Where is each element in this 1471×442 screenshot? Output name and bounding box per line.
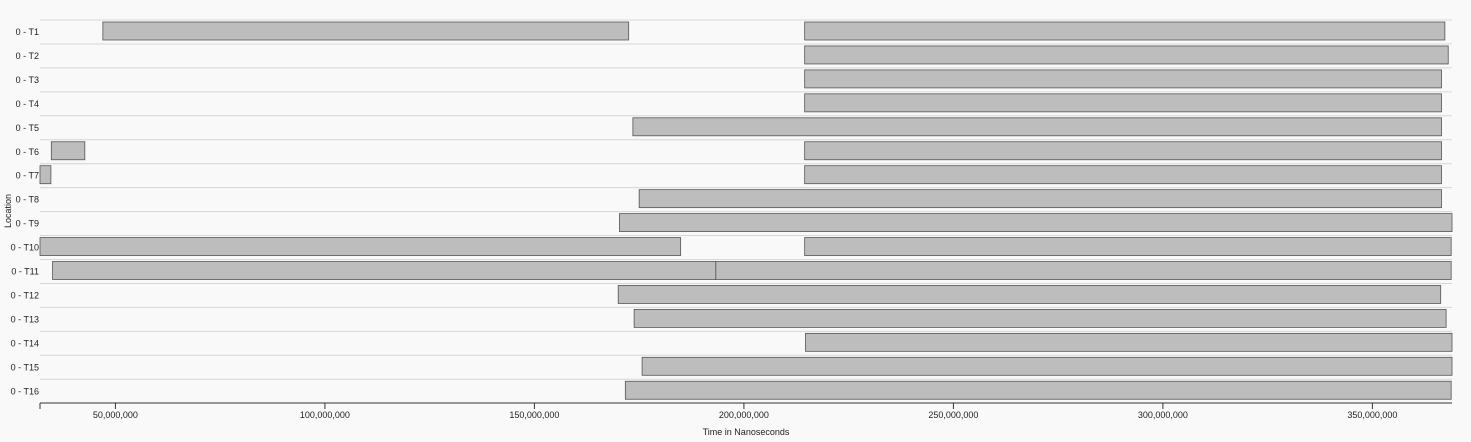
- timeline-row: 0 - T3: [16, 67, 1452, 89]
- timeline-bar[interactable]: [715, 261, 1452, 280]
- y-axis-title: Location: [3, 194, 13, 228]
- timeline-bar[interactable]: [52, 261, 717, 280]
- timeline-bar[interactable]: [39, 237, 682, 256]
- timeline-bar[interactable]: [804, 69, 1442, 89]
- row-label: 0 - T5: [16, 123, 39, 133]
- timeline-row: 0 - T8: [16, 187, 1452, 209]
- row-label: 0 - T9: [16, 219, 39, 229]
- row-label: 0 - T13: [11, 314, 39, 324]
- timeline-row: 0 - T15: [11, 354, 1453, 376]
- timeline-row: 0 - T14: [11, 330, 1453, 352]
- timeline-bar[interactable]: [619, 213, 1453, 233]
- timeline-row: 0 - T9: [16, 211, 1453, 233]
- timeline-row: 0 - T2: [16, 43, 1452, 65]
- timeline-row: 0 - T4: [16, 91, 1452, 113]
- row-label: 0 - T1: [16, 27, 39, 37]
- row-label: 0 - T12: [11, 290, 39, 300]
- row-label: 0 - T6: [16, 147, 39, 157]
- timeline-bar[interactable]: [633, 308, 1447, 328]
- row-label: 0 - T3: [16, 75, 39, 85]
- timeline-bar[interactable]: [804, 165, 1442, 185]
- x-tick-label: 50,000,000: [93, 410, 138, 420]
- timeline-bar[interactable]: [804, 93, 1442, 113]
- x-tick-label: 100,000,000: [300, 410, 350, 420]
- row-label: 0 - T2: [16, 51, 39, 61]
- row-label: 0 - T8: [16, 195, 39, 205]
- row-label: 0 - T15: [11, 362, 39, 372]
- timeline-bar[interactable]: [805, 332, 1453, 352]
- x-axis: 50,000,000 100,000,000 150,000,000 200,000,…: [39, 402, 1452, 420]
- timeline-row: 0 - T16: [11, 378, 1452, 400]
- timeline-bar[interactable]: [804, 237, 1452, 256]
- x-tick-label: 300,000,000: [1138, 410, 1188, 420]
- x-tick-label: 150,000,000: [509, 410, 559, 420]
- timeline-row: 0 - T5: [16, 115, 1452, 137]
- x-tick-label: 350,000,000: [1347, 410, 1397, 420]
- row-label: 0 - T14: [11, 338, 39, 348]
- timeline-row: 0 - T1: [16, 19, 1452, 41]
- row-label: 0 - T16: [11, 386, 39, 396]
- x-tick-label: 250,000,000: [928, 410, 978, 420]
- timeline-bar[interactable]: [804, 45, 1449, 65]
- timeline-bar[interactable]: [804, 141, 1442, 161]
- timeline-bar[interactable]: [39, 165, 52, 185]
- x-axis-title: Time in Nanoseconds: [703, 427, 790, 437]
- x-tick-label: 200,000,000: [719, 410, 769, 420]
- timeline-bar[interactable]: [50, 141, 86, 161]
- timeline-row: 0 - T12: [11, 282, 1452, 304]
- row-label: 0 - T4: [16, 99, 39, 109]
- timeline-bar[interactable]: [638, 189, 1442, 209]
- timeline-row: 0 - T7: [16, 163, 1452, 185]
- timeline-row: 0 - T10: [11, 235, 1452, 256]
- timeline-bar[interactable]: [804, 21, 1446, 41]
- row-label: 0 - T10: [11, 243, 39, 253]
- row-label: 0 - T7: [16, 171, 39, 181]
- rows-layer: 0 - T1 0 - T2 0 - T3 0 - T4 0 - T5 0 - T6 0 - …: [11, 19, 1453, 400]
- timeline-bar[interactable]: [617, 285, 1442, 304]
- timeline-bar[interactable]: [641, 356, 1453, 376]
- timeline-bar[interactable]: [632, 117, 1442, 137]
- row-label: 0 - T11: [11, 267, 39, 277]
- timeline-bar[interactable]: [624, 380, 1452, 400]
- timeline-row: 0 - T13: [11, 306, 1452, 328]
- timeline-row: 0 - T6: [16, 139, 1452, 161]
- timeline-bar[interactable]: [102, 21, 630, 41]
- timeline-row: 0 - T11: [11, 259, 1452, 280]
